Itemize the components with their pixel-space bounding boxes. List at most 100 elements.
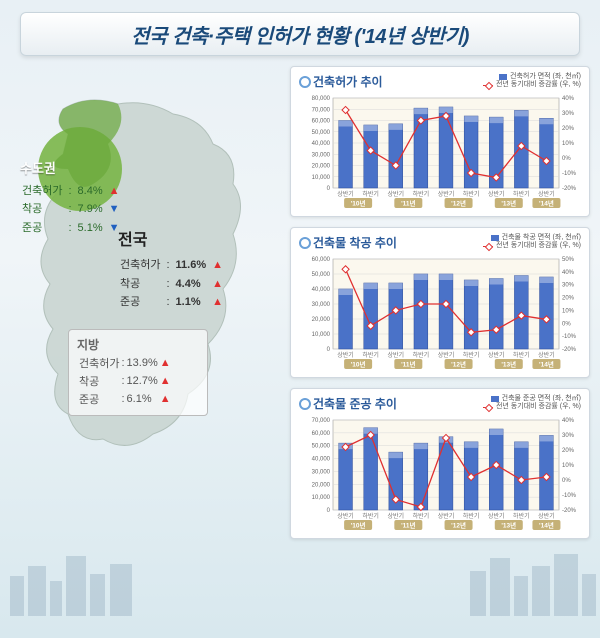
svg-text:상반기: 상반기	[387, 512, 404, 520]
charts-column: 건축허가 추이 건축허가 면적 (좌, 천㎡) 전년 동기대비 증감률 (우, …	[290, 66, 590, 549]
stat-row: 건축허가:13.9%▲	[79, 355, 171, 371]
svg-text:10%: 10%	[562, 308, 575, 314]
stat-sep: :	[68, 183, 75, 200]
chart-legend: 건축물 착공 면적 (좌, 천㎡) 전년 동기대비 증감률 (우, %)	[483, 234, 581, 251]
region-name: 전국	[118, 229, 229, 253]
svg-text:40%: 40%	[562, 270, 575, 276]
svg-text:40%: 40%	[562, 418, 575, 424]
svg-text:'14년: '14년	[539, 521, 554, 530]
svg-text:하반기: 하반기	[362, 190, 379, 198]
svg-text:하반기: 하반기	[463, 351, 480, 359]
chart-legend: 건축물 준공 면적 (좌, 천㎡) 전년 동기대비 증감률 (우, %)	[483, 395, 581, 412]
stat-sep: :	[121, 373, 124, 389]
chart-panel: 건축허가 추이 건축허가 면적 (좌, 천㎡) 전년 동기대비 증감률 (우, …	[290, 66, 590, 217]
svg-text:'11년: '11년	[401, 199, 415, 208]
stat-arrow: ▲	[160, 373, 171, 389]
svg-text:20%: 20%	[562, 296, 575, 302]
svg-text:40,000: 40,000	[312, 141, 331, 147]
stat-sep: :	[68, 220, 75, 237]
svg-text:하반기: 하반기	[413, 351, 430, 359]
svg-text:40,000: 40,000	[312, 287, 331, 293]
stat-row: 준공:6.1%▲	[79, 391, 171, 407]
svg-text:60,000: 60,000	[312, 431, 331, 437]
svg-text:상반기: 상반기	[538, 512, 555, 520]
chart-body: 010,00020,00030,00040,00050,00060,00070,…	[299, 414, 583, 534]
region-name: 지방	[77, 336, 199, 353]
svg-text:0%: 0%	[562, 321, 571, 327]
svg-text:20,000: 20,000	[312, 482, 331, 488]
chart-header: 건축허가 추이 건축허가 면적 (좌, 천㎡) 전년 동기대비 증감률 (우, …	[299, 73, 581, 90]
skyline-decoration	[0, 546, 600, 616]
svg-text:하반기: 하반기	[362, 512, 379, 520]
svg-text:상반기: 상반기	[337, 190, 354, 198]
svg-text:0: 0	[327, 508, 331, 514]
stat-sep: :	[166, 294, 173, 311]
stat-value: 4.4%	[176, 276, 211, 293]
svg-text:하반기: 하반기	[463, 190, 480, 198]
stat-label: 착공	[79, 373, 119, 389]
svg-text:40%: 40%	[562, 96, 575, 102]
svg-text:20%: 20%	[562, 448, 575, 454]
svg-text:'11년: '11년	[401, 360, 415, 369]
region-stats: 건축허가:13.9%▲착공:12.7%▲준공:6.1%▲	[77, 353, 173, 409]
svg-text:30%: 30%	[562, 433, 575, 439]
stat-row: 건축허가:11.6%▲	[120, 257, 227, 274]
svg-text:'12년: '12년	[451, 360, 466, 369]
svg-text:상반기: 상반기	[337, 512, 354, 520]
stat-arrow: ▼	[109, 201, 124, 218]
svg-text:상반기: 상반기	[538, 190, 555, 198]
svg-text:30,000: 30,000	[312, 302, 331, 308]
stat-value: 13.9%	[127, 355, 158, 371]
svg-text:60,000: 60,000	[312, 257, 331, 263]
svg-text:30,000: 30,000	[312, 152, 331, 158]
stat-row: 준공:1.1%▲	[120, 294, 227, 311]
svg-text:20,000: 20,000	[312, 164, 331, 170]
svg-text:상반기: 상반기	[387, 351, 404, 359]
svg-text:-20%: -20%	[562, 508, 577, 514]
stat-arrow: ▲	[212, 257, 227, 274]
svg-text:'14년: '14년	[539, 199, 554, 208]
svg-text:'13년: '13년	[501, 360, 516, 369]
svg-text:20,000: 20,000	[312, 317, 331, 323]
stat-label: 준공	[120, 294, 164, 311]
svg-text:'12년: '12년	[451, 199, 466, 208]
stat-row: 착공:7.9%▼	[22, 201, 124, 218]
svg-text:-10%: -10%	[562, 493, 577, 499]
stat-value: 6.1%	[127, 391, 158, 407]
stat-label: 준공	[22, 220, 66, 237]
stat-sep: :	[166, 276, 173, 293]
svg-text:'10년: '10년	[351, 521, 366, 530]
svg-text:0: 0	[327, 347, 331, 353]
stat-value: 12.7%	[127, 373, 158, 389]
svg-text:10%: 10%	[562, 141, 575, 147]
chart-body: 010,00020,00030,00040,00050,00060,000-20…	[299, 253, 583, 373]
stat-value: 11.6%	[176, 257, 211, 274]
stat-value: 7.9%	[78, 201, 107, 218]
svg-text:'13년: '13년	[501, 199, 516, 208]
stat-sep: :	[166, 257, 173, 274]
svg-text:70,000: 70,000	[312, 107, 331, 113]
chart-title: 건축물 착공 추이	[299, 234, 397, 251]
chart-svg: 010,00020,00030,00040,00050,00060,000-20…	[299, 253, 583, 373]
svg-text:20%: 20%	[562, 126, 575, 132]
stat-label: 준공	[79, 391, 119, 407]
stat-row: 착공:12.7%▲	[79, 373, 171, 389]
stat-value: 8.4%	[78, 183, 107, 200]
stat-row: 착공:4.4%▲	[120, 276, 227, 293]
title-bar: 전국 건축·주택 인허가 현황 ('14년 상반기)	[20, 12, 580, 56]
svg-text:10,000: 10,000	[312, 332, 331, 338]
chart-header: 건축물 착공 추이 건축물 착공 면적 (좌, 천㎡) 전년 동기대비 증감률 …	[299, 234, 581, 251]
legend-line: 전년 동기대비 증감률 (우, %)	[483, 242, 581, 250]
svg-text:하반기: 하반기	[413, 190, 430, 198]
stat-arrow: ▲	[109, 183, 124, 200]
svg-text:'14년: '14년	[539, 360, 554, 369]
svg-text:'10년: '10년	[351, 360, 366, 369]
main-content: 수도권 건축허가:8.4%▲착공:7.9%▼준공:5.1%▼ 전국 건축허가:1…	[0, 56, 600, 616]
region-stats: 건축허가:8.4%▲착공:7.9%▼준공:5.1%▼	[20, 181, 126, 239]
svg-text:0%: 0%	[562, 156, 571, 162]
svg-text:0: 0	[327, 186, 331, 192]
svg-text:-10%: -10%	[562, 334, 577, 340]
stat-arrow: ▲	[160, 391, 171, 407]
svg-text:-20%: -20%	[562, 186, 577, 192]
stat-sep: :	[68, 201, 75, 218]
